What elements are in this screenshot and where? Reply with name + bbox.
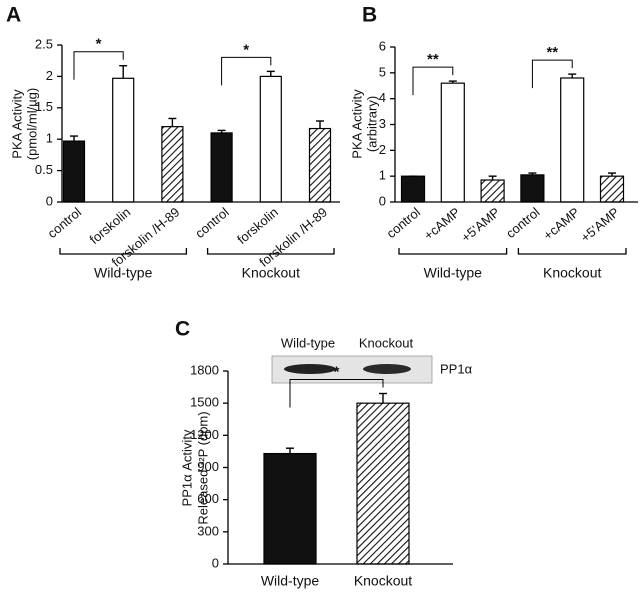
bar [259, 75, 282, 203]
y-tick-label: 0 [46, 193, 53, 208]
y-axis-label: PKA Activity [349, 89, 364, 159]
y-tick-label: 2 [379, 142, 386, 157]
group-bracket [398, 248, 508, 255]
panel-label: A [6, 4, 21, 27]
y-tick-label: 6 [379, 38, 386, 53]
x-tick-label: control [192, 204, 232, 241]
y-tick-label: 1.5 [35, 99, 53, 114]
panel-label: B [362, 4, 377, 27]
x-tick-label: +5'AMP [578, 204, 622, 245]
significance-bracket [412, 66, 454, 96]
y-tick-label: 300 [197, 523, 219, 538]
y-tick-label: 5 [379, 64, 386, 79]
y-tick-label: 1 [379, 168, 386, 183]
y-tick-label: 1 [46, 131, 53, 146]
x-tick-label: control [45, 204, 85, 241]
group-label: Wild-type [94, 265, 153, 281]
group-label: Wild-type [424, 265, 483, 281]
y-axis-label: Released ³²P (dpm) [195, 411, 210, 524]
y-tick-label: 0 [379, 193, 386, 208]
x-tick-label: forskolin [87, 204, 134, 247]
bar [263, 452, 317, 565]
significance-label: * [243, 41, 249, 58]
y-axis-label: (arbitrary) [364, 96, 379, 152]
bar [400, 175, 426, 203]
x-tick-label: control [384, 204, 424, 241]
significance-bracket [221, 56, 272, 86]
y-tick-label: 0 [212, 555, 219, 570]
bar [440, 82, 465, 203]
bar [210, 132, 233, 203]
significance-bracket [289, 379, 384, 408]
y-tick-label: 2.5 [35, 36, 53, 51]
x-tick-label: forskolin [234, 204, 281, 247]
blot-lane-label: Wild-type [281, 335, 335, 350]
x-tick-label: Wild-type [261, 573, 320, 589]
y-tick-label: 3 [379, 116, 386, 131]
significance-label: ** [427, 51, 439, 68]
y-axis-label: PP1α Activity [179, 429, 194, 506]
x-tick-label: +cAMP [540, 204, 582, 243]
bar [560, 77, 585, 203]
y-tick-label: 4 [379, 90, 386, 105]
x-tick-label: control [503, 204, 543, 241]
y-axis-label: (pmol/ml/µg) [24, 88, 39, 161]
blot-label: PP1α [440, 361, 473, 376]
western-blot [271, 355, 433, 384]
y-tick-label: 2 [46, 68, 53, 83]
significance-label: ** [546, 44, 558, 61]
group-label: Knockout [543, 265, 601, 281]
group-bracket [206, 248, 335, 255]
bar [112, 77, 135, 203]
bar [599, 175, 625, 203]
y-tick-label: 1500 [190, 395, 219, 410]
group-bracket [517, 248, 627, 255]
y-tick-label: 0.5 [35, 162, 53, 177]
bar [308, 127, 332, 203]
bar [161, 126, 184, 203]
bar [480, 179, 505, 203]
y-tick-label: 900 [197, 459, 219, 474]
y-tick-label: 600 [197, 491, 219, 506]
x-tick-label: Knockout [354, 573, 412, 589]
bar [356, 402, 410, 565]
panel-label: C [175, 318, 190, 341]
group-label: Knockout [242, 265, 300, 281]
group-bracket [59, 248, 188, 255]
blot-lane-label: Knockout [359, 335, 414, 350]
significance-label: * [96, 36, 102, 53]
significance-label: * [334, 363, 340, 380]
y-axis-label: PKA Activity [9, 89, 24, 159]
x-tick-label: +cAMP [421, 204, 463, 243]
y-tick-label: 1800 [190, 362, 219, 377]
bar [520, 174, 545, 203]
significance-bracket [531, 59, 573, 89]
significance-bracket [73, 51, 124, 80]
x-tick-label: +5'AMP [458, 204, 502, 245]
bar [62, 140, 86, 203]
y-tick-label: 1200 [190, 427, 219, 442]
